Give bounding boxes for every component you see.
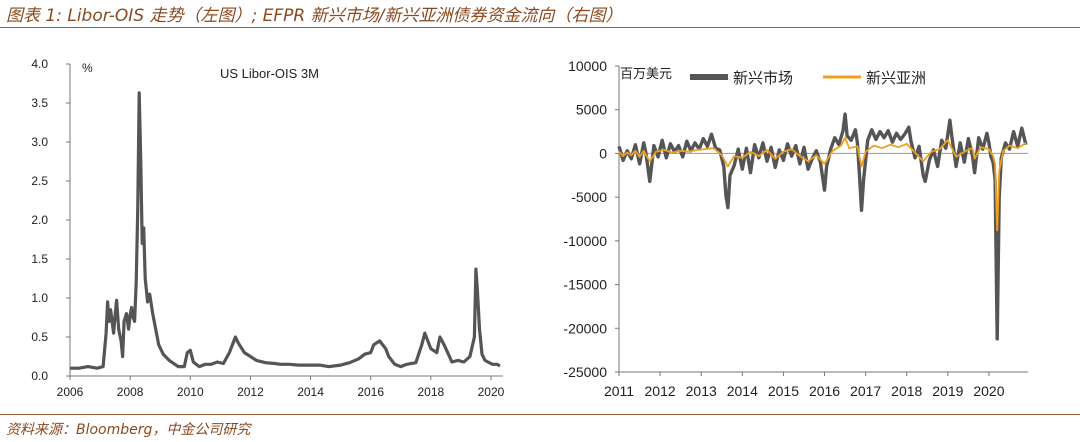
right-y-tick-label: 0 bbox=[599, 145, 607, 161]
right-y-unit-label: 百万美元 bbox=[620, 66, 672, 81]
right-x-tick-label: 2019 bbox=[932, 383, 963, 399]
left-x-tick-label: 2018 bbox=[417, 385, 444, 399]
right-x-tick-label: 2014 bbox=[727, 383, 758, 399]
right-y-tick-label: -25000 bbox=[563, 364, 607, 380]
left-y-tick-label: 2.0 bbox=[31, 213, 48, 227]
right-x-tick-label: 2011 bbox=[604, 383, 634, 399]
right-x-tick-label: 2012 bbox=[645, 383, 676, 399]
emerging-asia-line bbox=[618, 136, 1027, 232]
legend-label: 新兴市场 bbox=[733, 70, 793, 87]
left-y-tick-label: 3.0 bbox=[31, 135, 48, 149]
left-x-tick-label: 2008 bbox=[117, 385, 144, 399]
figure-source: 资料来源：Bloomberg，中金公司研究 bbox=[6, 422, 251, 438]
libor-ois-line bbox=[70, 91, 501, 370]
right-x-tick-label: 2017 bbox=[850, 383, 881, 399]
left-x-tick-label: 2016 bbox=[357, 385, 384, 399]
left-y-unit-label: % bbox=[82, 61, 93, 75]
left-x-tick-label: 2012 bbox=[237, 385, 264, 399]
left-y-tick-label: 4.0 bbox=[31, 57, 48, 71]
left-y-tick-label: 1.0 bbox=[31, 291, 48, 305]
right-y-tick-label: -15000 bbox=[563, 277, 607, 293]
right-x-tick-label: 2020 bbox=[973, 383, 1004, 399]
right-y-tick-label: 5000 bbox=[576, 102, 607, 118]
right-y-tick-label: -20000 bbox=[563, 320, 607, 336]
left-y-tick-label: 3.5 bbox=[31, 96, 48, 110]
left-y-tick-label: 0.5 bbox=[31, 330, 48, 344]
emerging-markets-line bbox=[617, 112, 1028, 341]
right-x-tick-label: 2013 bbox=[686, 383, 717, 399]
right-y-tick-label: 10000 bbox=[568, 58, 607, 74]
figure-title: 图表 1: Libor-OIS 走势（左图）; EFPR 新兴市场/新兴亚洲债券… bbox=[6, 6, 623, 26]
left-x-tick-label: 2020 bbox=[478, 385, 505, 399]
legend-label: 新兴亚洲 bbox=[866, 70, 926, 87]
left-y-tick-label: 0.0 bbox=[31, 369, 48, 383]
left-x-tick-label: 2006 bbox=[57, 385, 84, 399]
left-y-tick-label: 1.5 bbox=[31, 252, 48, 266]
left-x-tick-label: 2014 bbox=[297, 385, 324, 399]
left-chart-title: US Libor-OIS 3M bbox=[220, 66, 319, 81]
right-y-tick-label: -10000 bbox=[563, 233, 607, 249]
right-y-tick-label: -5000 bbox=[571, 189, 607, 205]
right-x-tick-label: 2016 bbox=[809, 383, 840, 399]
left-y-tick-label: 2.5 bbox=[31, 174, 48, 188]
left-x-tick-label: 2010 bbox=[177, 385, 204, 399]
right-x-tick-label: 2015 bbox=[768, 383, 799, 399]
title-divider bbox=[0, 27, 1080, 28]
source-divider bbox=[0, 414, 1080, 415]
right-x-tick-label: 2018 bbox=[891, 383, 922, 399]
